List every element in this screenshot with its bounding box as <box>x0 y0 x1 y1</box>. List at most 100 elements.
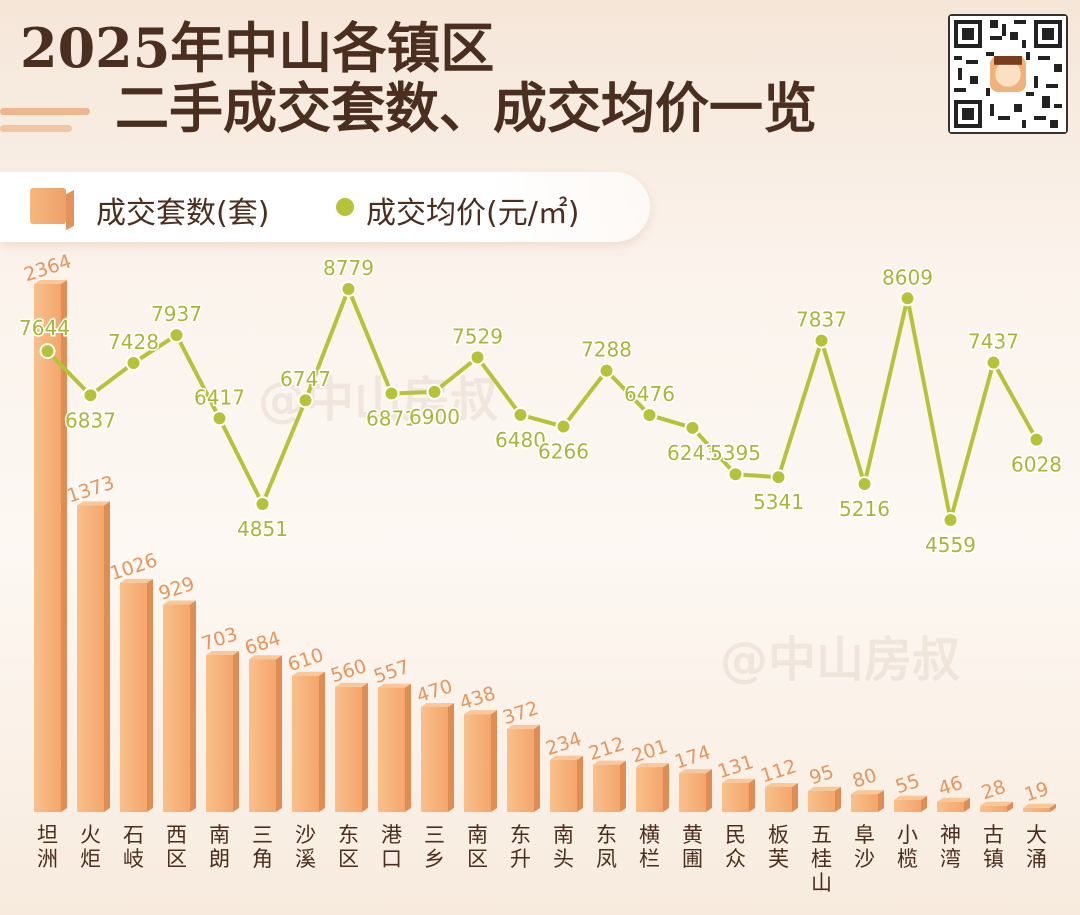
price-point <box>82 387 99 404</box>
price-point <box>856 476 873 493</box>
price-point <box>770 469 787 486</box>
bar-top <box>249 655 282 660</box>
bar-value-label: 557 <box>371 656 412 688</box>
bar-top <box>464 710 497 715</box>
bar-top <box>550 755 583 760</box>
category-label: 东区 <box>338 823 359 871</box>
price-point <box>211 410 228 427</box>
category-label: 神湾 <box>940 823 961 871</box>
price-point <box>254 496 271 513</box>
category-label: 大涌 <box>1026 823 1047 871</box>
bar-top <box>808 786 841 791</box>
legend-bar-swatch <box>30 188 66 224</box>
bar-value-label: 46 <box>936 772 966 800</box>
bar <box>636 767 663 812</box>
price-point <box>985 354 1002 371</box>
bar-side <box>706 769 712 812</box>
category-label: 东凤 <box>596 823 617 871</box>
price-value-label: 6028 <box>1011 453 1062 477</box>
price-point <box>727 466 744 483</box>
bar-side <box>835 786 841 812</box>
legend-bars-label: 成交套数(套) <box>96 196 270 231</box>
bar-top <box>421 703 454 708</box>
bar <box>421 707 448 812</box>
bar-top <box>636 763 669 768</box>
bar-value-label: 55 <box>893 770 923 798</box>
bar-top <box>894 795 927 800</box>
price-value-label: 5395 <box>710 441 761 465</box>
price-value-label: 6266 <box>538 440 589 464</box>
bar-top <box>851 790 884 795</box>
category-label: 港口 <box>381 823 402 871</box>
category-label: 西区 <box>166 823 187 871</box>
bar <box>722 782 749 812</box>
bar-value-label: 234 <box>543 728 584 760</box>
price-value-label: 7837 <box>796 308 847 332</box>
bar-value-label: 131 <box>715 751 756 783</box>
bar-side <box>147 578 153 812</box>
bar-side <box>233 650 239 812</box>
bar <box>77 505 104 812</box>
price-value-label: 7529 <box>452 324 503 348</box>
price-value-label: 6480 <box>495 428 546 452</box>
bar <box>937 801 964 812</box>
bar <box>894 799 921 812</box>
bar <box>679 773 706 812</box>
bar-top <box>292 671 325 676</box>
category-label: 南头 <box>553 823 574 871</box>
price-value-label: 4559 <box>925 533 976 557</box>
category-label: 坦洲 <box>37 823 58 871</box>
price-point <box>340 281 357 297</box>
bar-top <box>77 501 110 506</box>
category-label: 民众 <box>725 823 746 871</box>
bar-side <box>491 710 497 812</box>
bar-value-label: 372 <box>500 697 541 729</box>
bar <box>206 654 233 812</box>
bar-value-label: 470 <box>414 675 455 707</box>
price-point <box>813 332 830 349</box>
category-label: 三乡 <box>424 823 445 871</box>
bar-value-label: 174 <box>672 741 713 773</box>
bar-side <box>405 683 411 812</box>
bar <box>851 794 878 812</box>
category-label: 三角 <box>252 823 273 871</box>
price-value-label: 6900 <box>409 405 460 429</box>
price-line <box>46 287 1039 522</box>
bar-value-label: 703 <box>199 623 240 655</box>
price-point <box>297 392 314 409</box>
bar-side <box>878 790 884 812</box>
bar-side <box>534 724 540 812</box>
price-value-label: 6837 <box>65 408 116 432</box>
category-label: 五桂山 <box>811 823 832 895</box>
category-label: 沙溪 <box>295 823 316 871</box>
price-value-label: 8609 <box>882 265 933 289</box>
chart-title: 2025年中山各镇区 二手成交套数、成交均价一览 <box>20 18 817 139</box>
bar-side <box>792 782 798 812</box>
price-value-label: 5216 <box>839 497 890 521</box>
price-point <box>641 407 658 424</box>
category-label: 南朗 <box>209 823 230 871</box>
bar <box>507 728 534 812</box>
bar-value-label: 201 <box>629 735 670 767</box>
bar-value-label: 560 <box>328 655 369 687</box>
bar-side <box>61 280 67 812</box>
title-decoration <box>0 108 90 142</box>
bar-side <box>190 600 196 812</box>
price-value-label: 7437 <box>968 329 1019 353</box>
bar <box>34 284 61 812</box>
price-point <box>168 327 185 344</box>
price-point <box>125 354 142 371</box>
price-value-label: 7288 <box>581 338 632 362</box>
category-label: 横栏 <box>639 823 660 871</box>
price-point <box>1028 431 1045 448</box>
legend-line-swatch <box>336 198 354 216</box>
category-label: 古镇 <box>983 823 1004 871</box>
bar <box>292 675 319 812</box>
bar <box>550 759 577 812</box>
category-label: 南区 <box>467 823 488 871</box>
bar-value-label: 19 <box>1022 778 1052 806</box>
bar-value-label: 929 <box>156 573 197 605</box>
bar <box>163 604 190 812</box>
legend: 成交套数(套) 成交均价(元/㎡) <box>0 172 650 242</box>
